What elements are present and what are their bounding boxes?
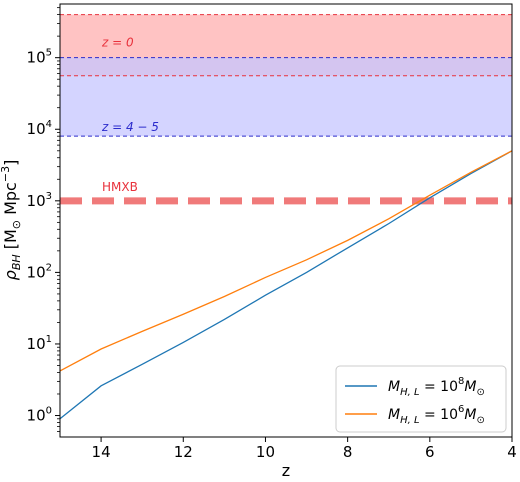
y-axis-label-sub: BH bbox=[10, 254, 23, 270]
y-axis-label: ρBH [M⊙ Mpc−3] bbox=[0, 160, 23, 281]
legend-label-series-2: MH, L = 106M⊙ bbox=[388, 404, 485, 426]
bands-layer: z = 0 z = 4 − 5 bbox=[60, 14, 512, 137]
y-tick-label-5: 105 bbox=[27, 48, 52, 67]
series-1-line bbox=[59, 150, 513, 420]
plot-frame bbox=[59, 3, 513, 438]
plot-area: z = 0 z = 4 − 5 HMXB bbox=[59, 3, 513, 438]
y-tick-label-1: 101 bbox=[27, 334, 52, 353]
reference-line-layer: HMXB bbox=[60, 180, 512, 205]
x-tick-label-12: 12 bbox=[174, 443, 193, 461]
legend-box bbox=[335, 365, 507, 433]
y-axis-label-exp: −3 bbox=[0, 166, 12, 182]
series-2-line bbox=[59, 150, 513, 372]
series-layer bbox=[59, 150, 513, 420]
y-axis-ticks: 100 101 102 103 104 105 bbox=[27, 7, 60, 432]
x-tick-label-8: 8 bbox=[343, 443, 353, 461]
band-2-label: z = 4 − 5 bbox=[101, 120, 159, 134]
band-1-label: z = 0 bbox=[101, 36, 134, 50]
legend-label-series-1: MH, L = 108M⊙ bbox=[388, 376, 485, 398]
legend: MH, L = 108M⊙ MH, L = 106M⊙ bbox=[335, 365, 507, 433]
y-tick-label-3: 103 bbox=[27, 191, 52, 210]
y-tick-label-0: 100 bbox=[27, 406, 52, 425]
band-2 bbox=[60, 57, 512, 137]
y-axis-label-close: ] bbox=[1, 160, 20, 166]
x-tick-label-14: 14 bbox=[92, 443, 111, 461]
hmxb-label: HMXB bbox=[102, 180, 138, 194]
y-axis-label-unit: [M bbox=[1, 229, 20, 254]
x-axis-label: z bbox=[282, 461, 290, 480]
x-tick-label-10: 10 bbox=[256, 443, 275, 461]
x-tick-label-4: 4 bbox=[507, 443, 517, 461]
y-axis-label-sun: ⊙ bbox=[10, 220, 23, 229]
y-axis-label-prefix: ρ bbox=[1, 270, 20, 280]
y-axis-label-rest: Mpc bbox=[1, 182, 20, 220]
x-tick-label-6: 6 bbox=[425, 443, 435, 461]
y-tick-label-4: 104 bbox=[27, 119, 52, 138]
y-tick-label-2: 102 bbox=[27, 262, 52, 281]
x-axis-ticks: 14 12 10 8 6 4 bbox=[92, 437, 517, 461]
